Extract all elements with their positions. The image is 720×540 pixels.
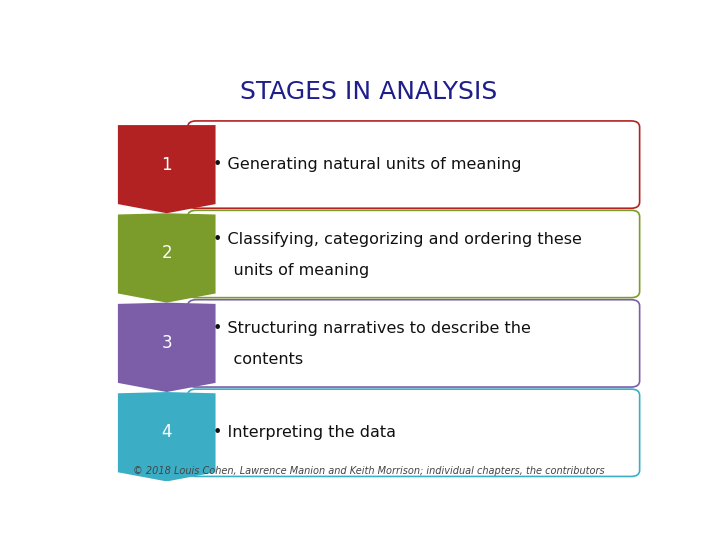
Text: 1: 1 — [161, 156, 172, 173]
Polygon shape — [118, 302, 215, 392]
Text: • Interpreting the data: • Interpreting the data — [213, 426, 396, 440]
FancyBboxPatch shape — [188, 210, 639, 298]
Text: STAGES IN ANALYSIS: STAGES IN ANALYSIS — [240, 80, 498, 104]
Text: contents: contents — [213, 353, 303, 367]
Polygon shape — [118, 392, 215, 482]
Text: units of meaning: units of meaning — [213, 263, 369, 278]
Text: • Classifying, categorizing and ordering these: • Classifying, categorizing and ordering… — [213, 232, 582, 247]
Text: © 2018 Louis Cohen, Lawrence Manion and Keith Morrison; individual chapters, the: © 2018 Louis Cohen, Lawrence Manion and … — [133, 467, 605, 476]
FancyBboxPatch shape — [188, 300, 639, 387]
Polygon shape — [118, 213, 215, 302]
FancyBboxPatch shape — [188, 389, 639, 476]
Text: 2: 2 — [161, 245, 172, 262]
Text: • Generating natural units of meaning: • Generating natural units of meaning — [213, 157, 521, 172]
Text: 3: 3 — [161, 334, 172, 352]
Polygon shape — [118, 125, 215, 213]
Text: • Structuring narratives to describe the: • Structuring narratives to describe the — [213, 321, 531, 336]
Text: 4: 4 — [161, 423, 172, 441]
FancyBboxPatch shape — [188, 121, 639, 208]
